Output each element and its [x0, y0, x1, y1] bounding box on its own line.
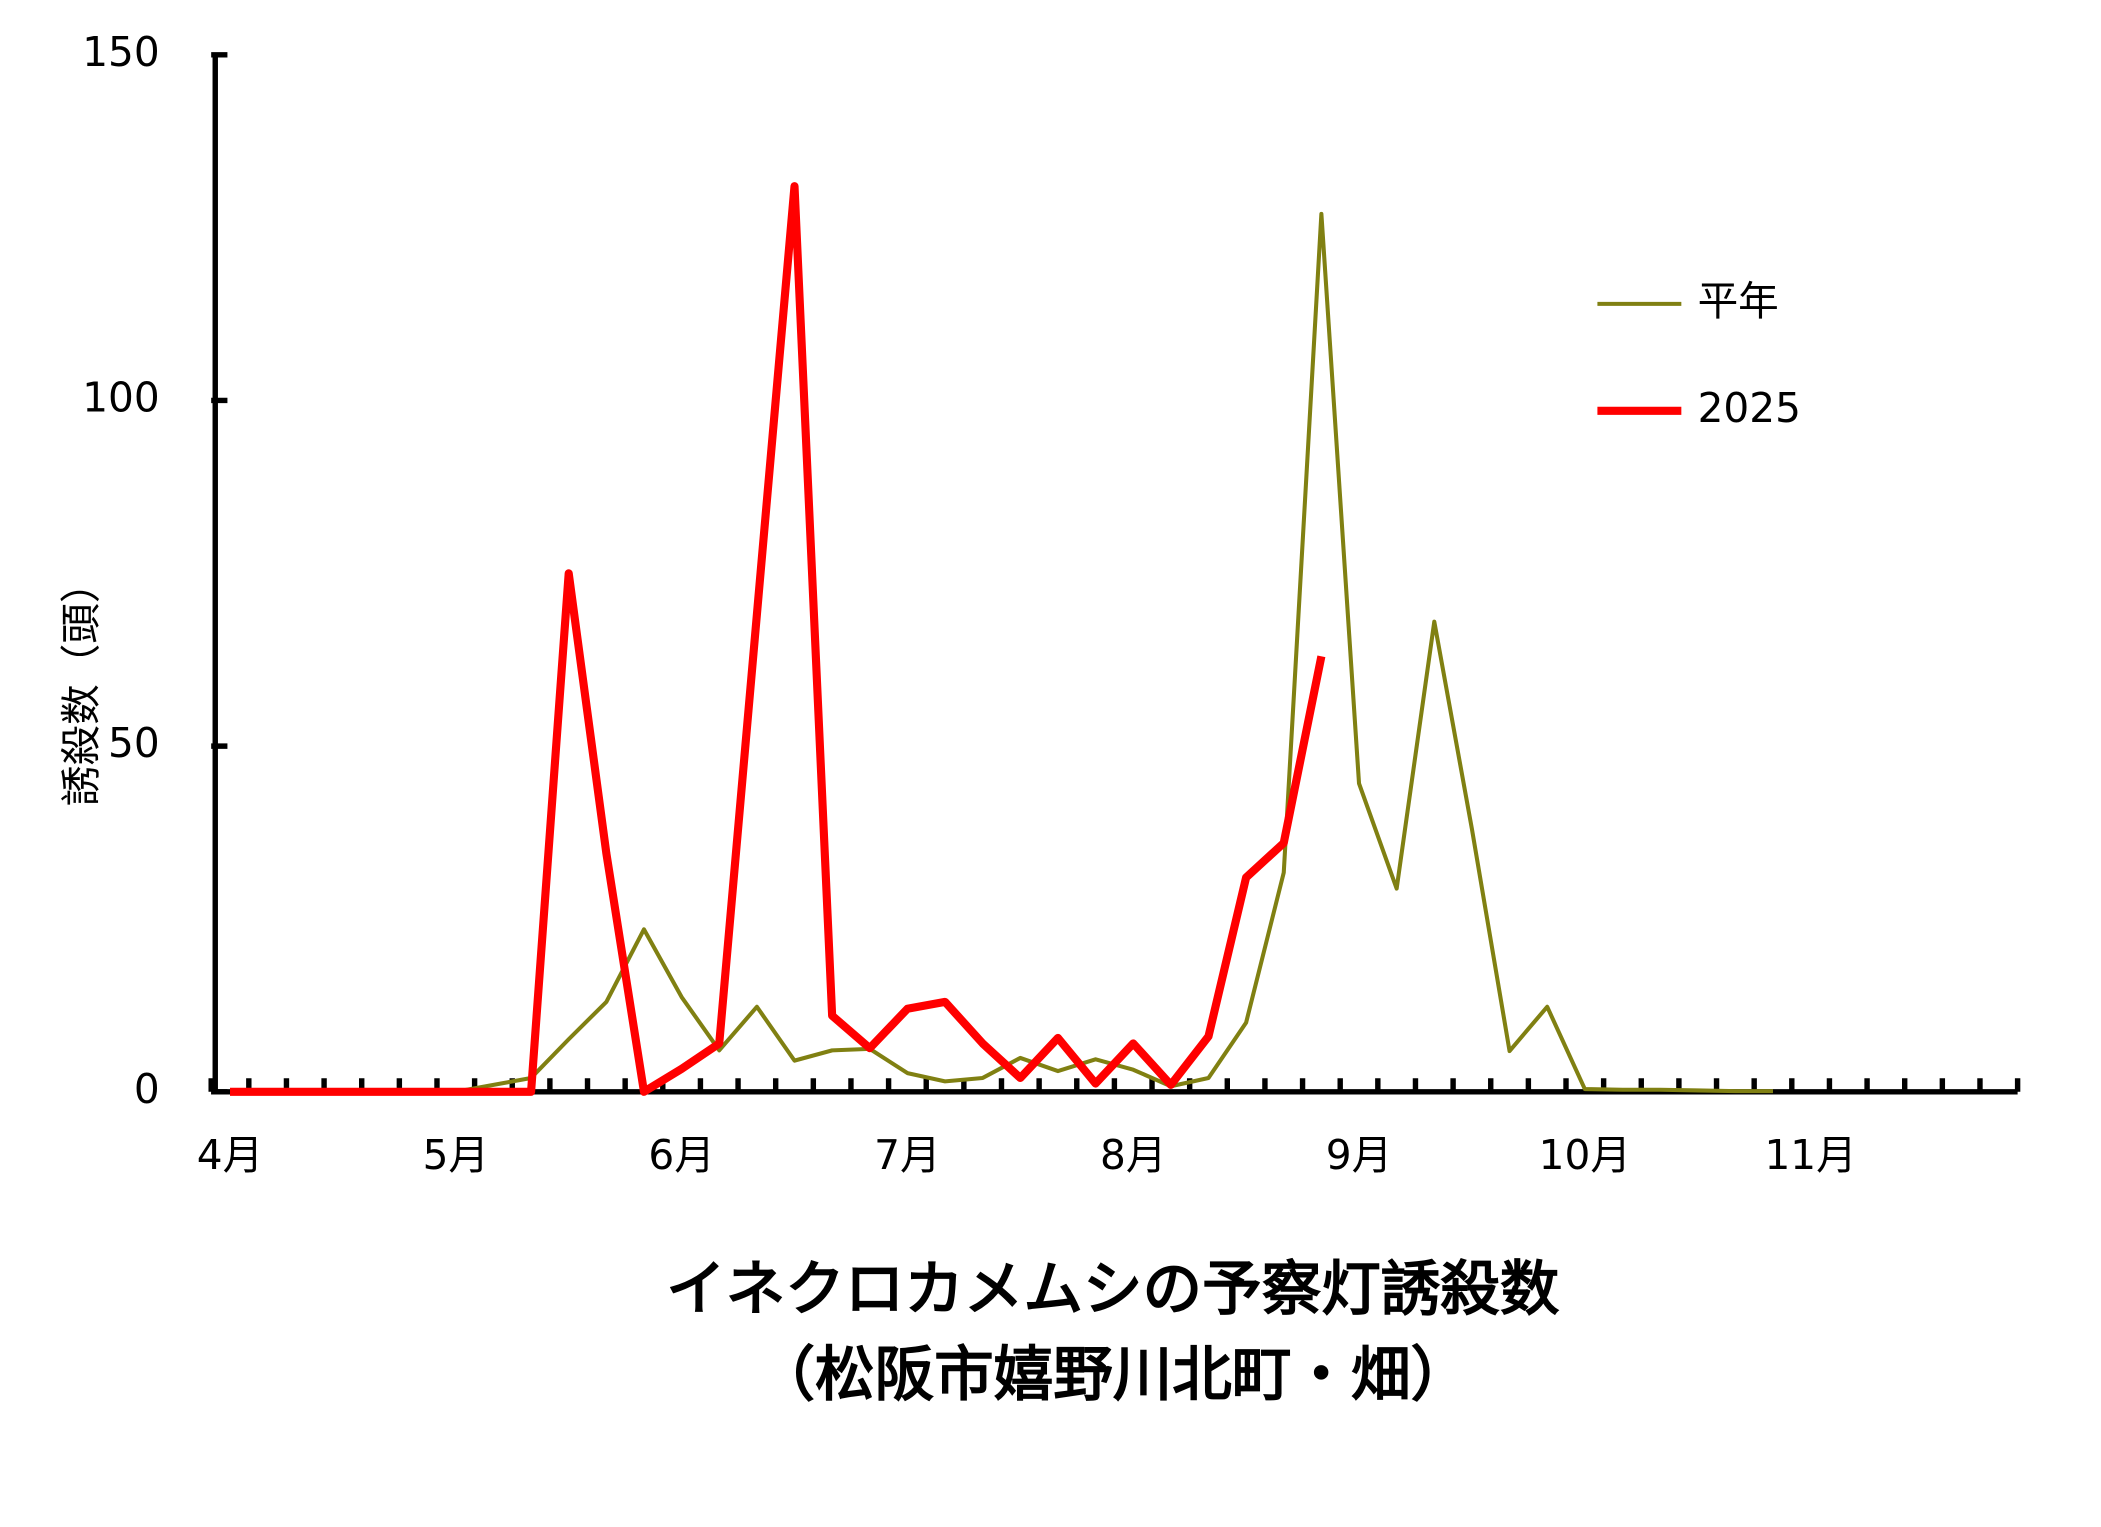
series-line	[229, 211, 1773, 1094]
y-tick-label: 0	[134, 1065, 160, 1113]
x-tick-label: 5月	[423, 1131, 489, 1179]
chart-title: イネクロカメムシの予察灯誘殺数	[666, 1256, 1560, 1325]
y-axis-label: 誘殺数（頭）	[57, 562, 105, 806]
y-tick-label: 100	[82, 373, 160, 421]
x-tick-label: 6月	[648, 1131, 714, 1179]
y-tick-label: 50	[108, 719, 160, 767]
x-tick-label: 8月	[1100, 1131, 1166, 1179]
x-tick-label: 10月	[1539, 1131, 1631, 1179]
y-tick-label: 150	[82, 28, 160, 76]
x-tick-label: 11月	[1764, 1131, 1856, 1179]
x-tick-label: 4月	[197, 1131, 263, 1179]
legend-label: 平年	[1698, 277, 1779, 325]
x-tick-label: 9月	[1326, 1131, 1392, 1179]
chart-subtitle: （松阪市嬉野川北町・畑）	[755, 1341, 1470, 1410]
x-tick-label: 7月	[874, 1131, 940, 1179]
legend-label: 2025	[1698, 384, 1801, 432]
series-line	[229, 182, 1326, 1096]
